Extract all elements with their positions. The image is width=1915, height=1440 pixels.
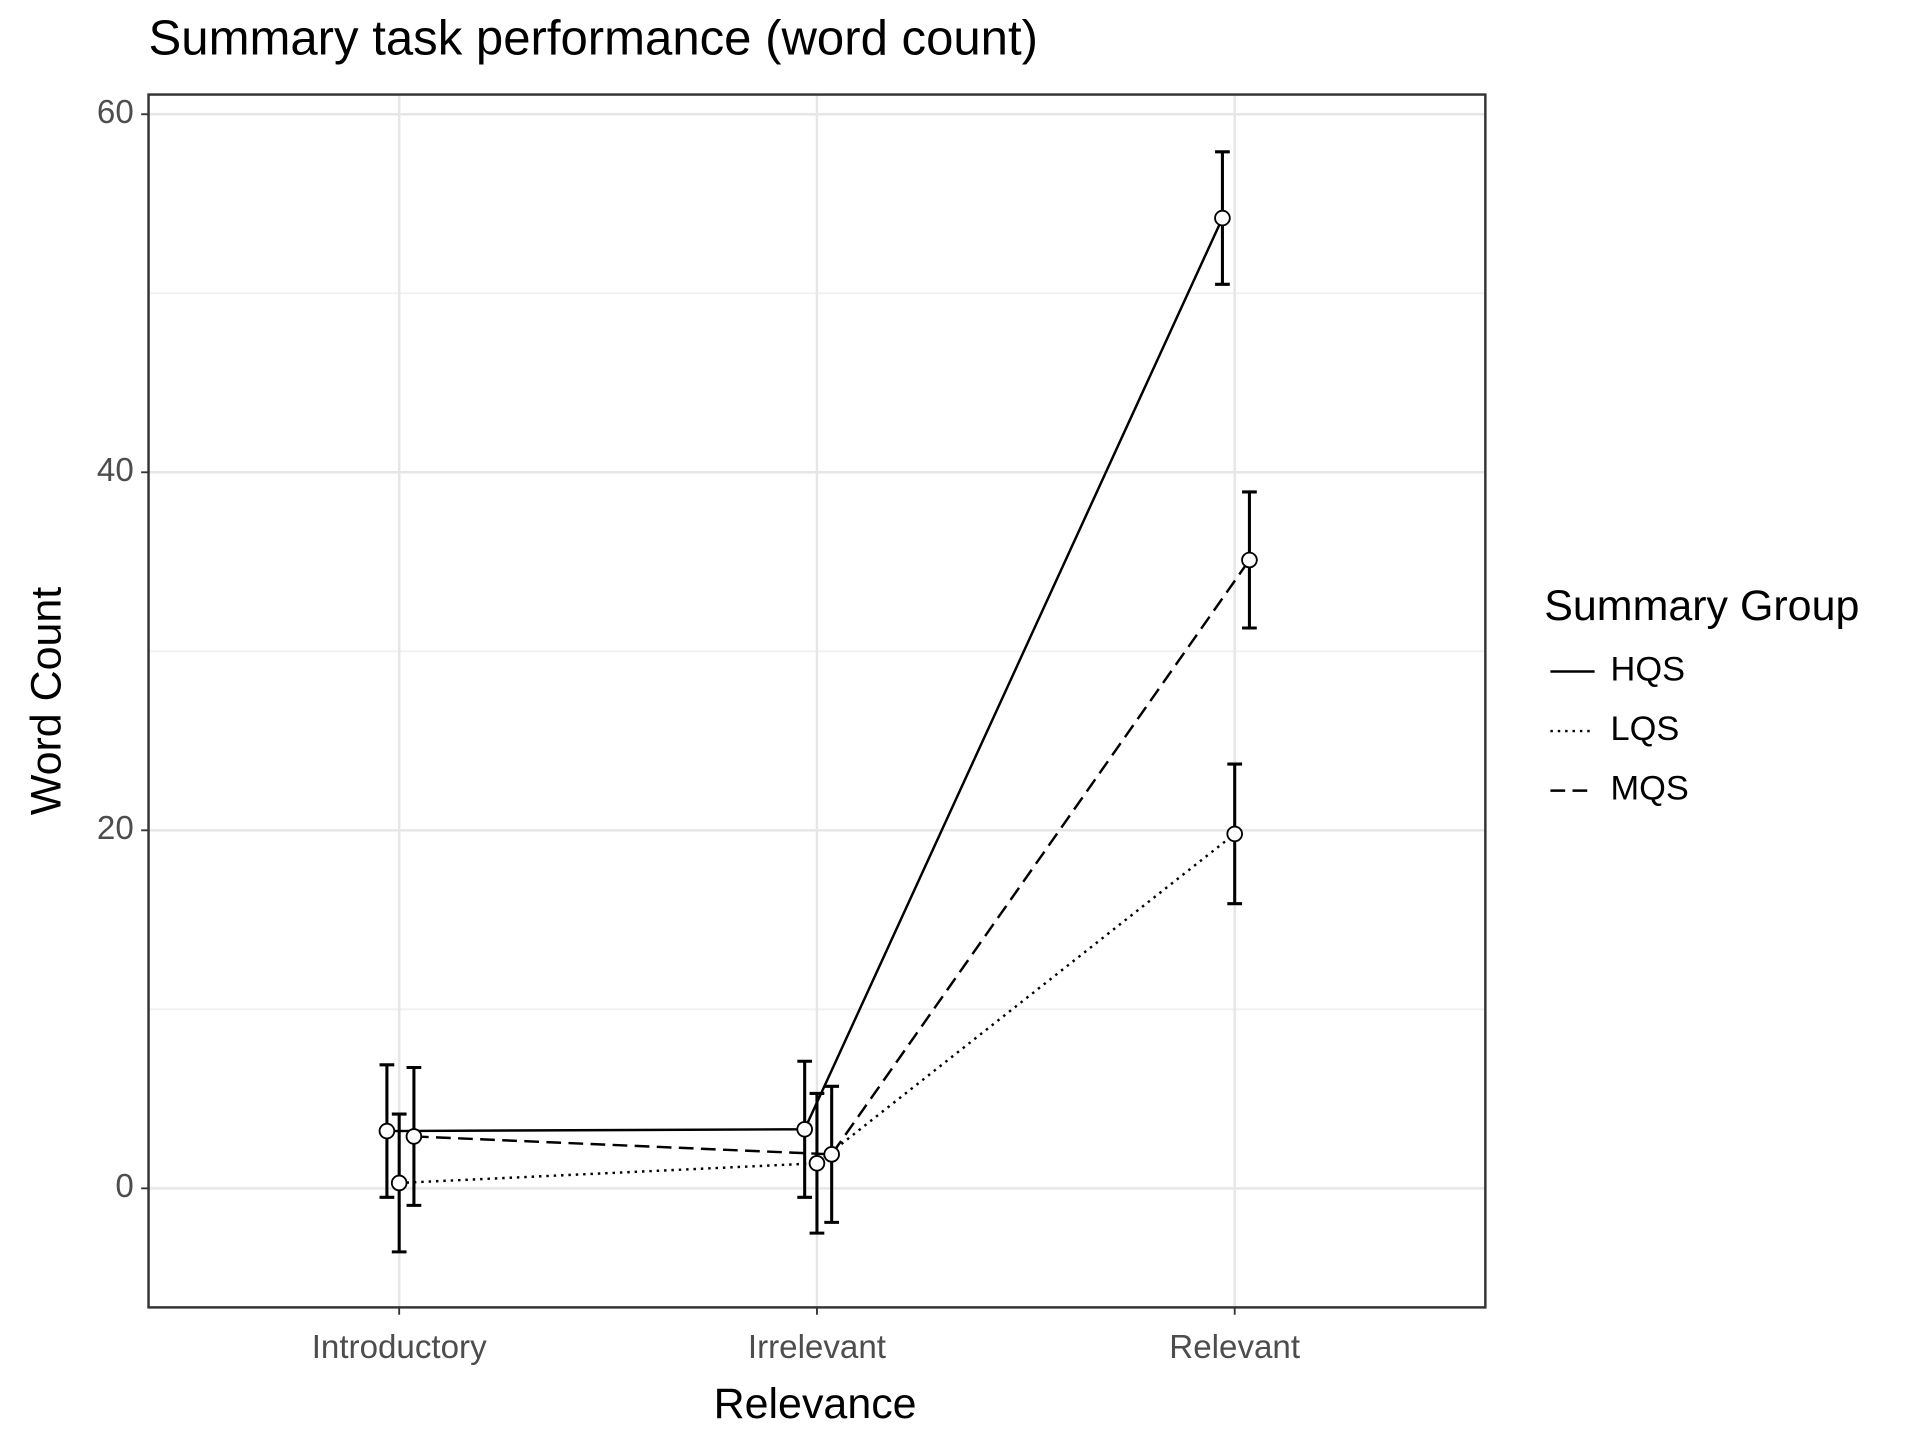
data-point (823, 1146, 840, 1163)
x-tick-label: Introductory (312, 1329, 487, 1366)
legend-label: LQS (1611, 710, 1680, 748)
data-point (1226, 825, 1243, 843)
legend-label: MQS (1611, 770, 1689, 808)
data-point (1214, 209, 1231, 227)
legend-label: HQS (1611, 651, 1685, 689)
plot-border (147, 93, 1487, 1309)
data-point (796, 1120, 813, 1138)
series-line (413, 559, 1251, 1156)
series-line (386, 217, 1224, 1133)
data-point (390, 1174, 408, 1192)
data-point (1241, 551, 1258, 569)
y-tick-label: 40 (97, 452, 134, 489)
chart-title: Summary task performance (word count) (149, 12, 1038, 66)
y-tick-label: 0 (115, 1168, 133, 1205)
y-tick-label: 60 (97, 94, 134, 131)
x-axis-title: Relevance (714, 1380, 917, 1428)
data-point (378, 1122, 396, 1140)
x-tick-label: Irrelevant (748, 1329, 886, 1366)
data-point (808, 1154, 826, 1172)
data-point (405, 1128, 423, 1145)
legend-title: Summary Group (1544, 582, 1859, 630)
y-axis-title: Word Count (22, 587, 70, 815)
x-tick-label: Relevant (1169, 1329, 1300, 1366)
y-tick-label: 20 (97, 810, 134, 847)
